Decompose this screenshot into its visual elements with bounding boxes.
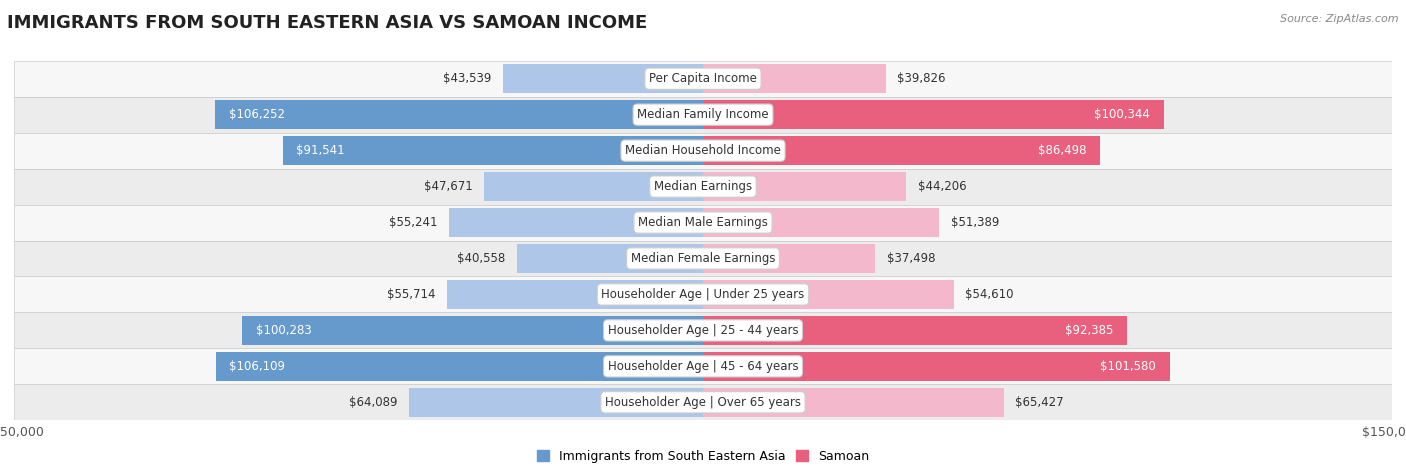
Text: Householder Age | Over 65 years: Householder Age | Over 65 years	[605, 396, 801, 409]
Text: $55,241: $55,241	[389, 216, 437, 229]
Text: $100,283: $100,283	[256, 324, 312, 337]
Bar	[703, 208, 939, 237]
Bar	[447, 280, 703, 309]
Bar	[14, 348, 1392, 384]
Text: Median Male Earnings: Median Male Earnings	[638, 216, 768, 229]
Bar	[703, 244, 875, 273]
Text: $64,089: $64,089	[349, 396, 396, 409]
Bar	[703, 280, 953, 309]
Text: $54,610: $54,610	[966, 288, 1014, 301]
Bar	[503, 64, 703, 93]
Text: $47,671: $47,671	[423, 180, 472, 193]
Text: Per Capita Income: Per Capita Income	[650, 72, 756, 85]
Text: $106,252: $106,252	[229, 108, 285, 121]
Text: $37,498: $37,498	[887, 252, 935, 265]
Bar	[703, 352, 1170, 381]
Bar	[14, 97, 1392, 133]
Bar	[283, 136, 703, 165]
Text: Median Family Income: Median Family Income	[637, 108, 769, 121]
Text: Source: ZipAtlas.com: Source: ZipAtlas.com	[1281, 14, 1399, 24]
Text: $100,344: $100,344	[1094, 108, 1150, 121]
Text: Median Household Income: Median Household Income	[626, 144, 780, 157]
Bar	[484, 172, 703, 201]
Bar	[14, 384, 1392, 420]
Bar	[703, 64, 886, 93]
Bar	[14, 133, 1392, 169]
Text: Median Earnings: Median Earnings	[654, 180, 752, 193]
Bar	[517, 244, 703, 273]
Text: $39,826: $39,826	[897, 72, 946, 85]
Bar	[14, 169, 1392, 205]
Text: $106,109: $106,109	[229, 360, 285, 373]
Text: $86,498: $86,498	[1038, 144, 1087, 157]
Bar	[703, 316, 1128, 345]
Bar	[215, 352, 703, 381]
Text: $91,541: $91,541	[297, 144, 344, 157]
Bar	[703, 136, 1101, 165]
Text: $101,580: $101,580	[1099, 360, 1156, 373]
Bar	[14, 276, 1392, 312]
Bar	[703, 388, 1004, 417]
Text: $65,427: $65,427	[1015, 396, 1063, 409]
Bar	[242, 316, 703, 345]
Text: Householder Age | 25 - 44 years: Householder Age | 25 - 44 years	[607, 324, 799, 337]
Bar	[14, 205, 1392, 241]
Text: $44,206: $44,206	[918, 180, 966, 193]
Bar	[409, 388, 703, 417]
Text: Median Female Earnings: Median Female Earnings	[631, 252, 775, 265]
Text: $43,539: $43,539	[443, 72, 492, 85]
Text: Householder Age | 45 - 64 years: Householder Age | 45 - 64 years	[607, 360, 799, 373]
Bar	[450, 208, 703, 237]
Text: $40,558: $40,558	[457, 252, 505, 265]
Text: $51,389: $51,389	[950, 216, 998, 229]
Text: Householder Age | Under 25 years: Householder Age | Under 25 years	[602, 288, 804, 301]
Text: $55,714: $55,714	[387, 288, 436, 301]
Bar	[703, 172, 905, 201]
Text: $92,385: $92,385	[1066, 324, 1114, 337]
Bar	[14, 312, 1392, 348]
Text: IMMIGRANTS FROM SOUTH EASTERN ASIA VS SAMOAN INCOME: IMMIGRANTS FROM SOUTH EASTERN ASIA VS SA…	[7, 14, 647, 32]
Bar	[14, 61, 1392, 97]
Bar	[215, 100, 703, 129]
Bar	[703, 100, 1164, 129]
Bar	[14, 241, 1392, 276]
Legend: Immigrants from South Eastern Asia, Samoan: Immigrants from South Eastern Asia, Samo…	[531, 445, 875, 467]
